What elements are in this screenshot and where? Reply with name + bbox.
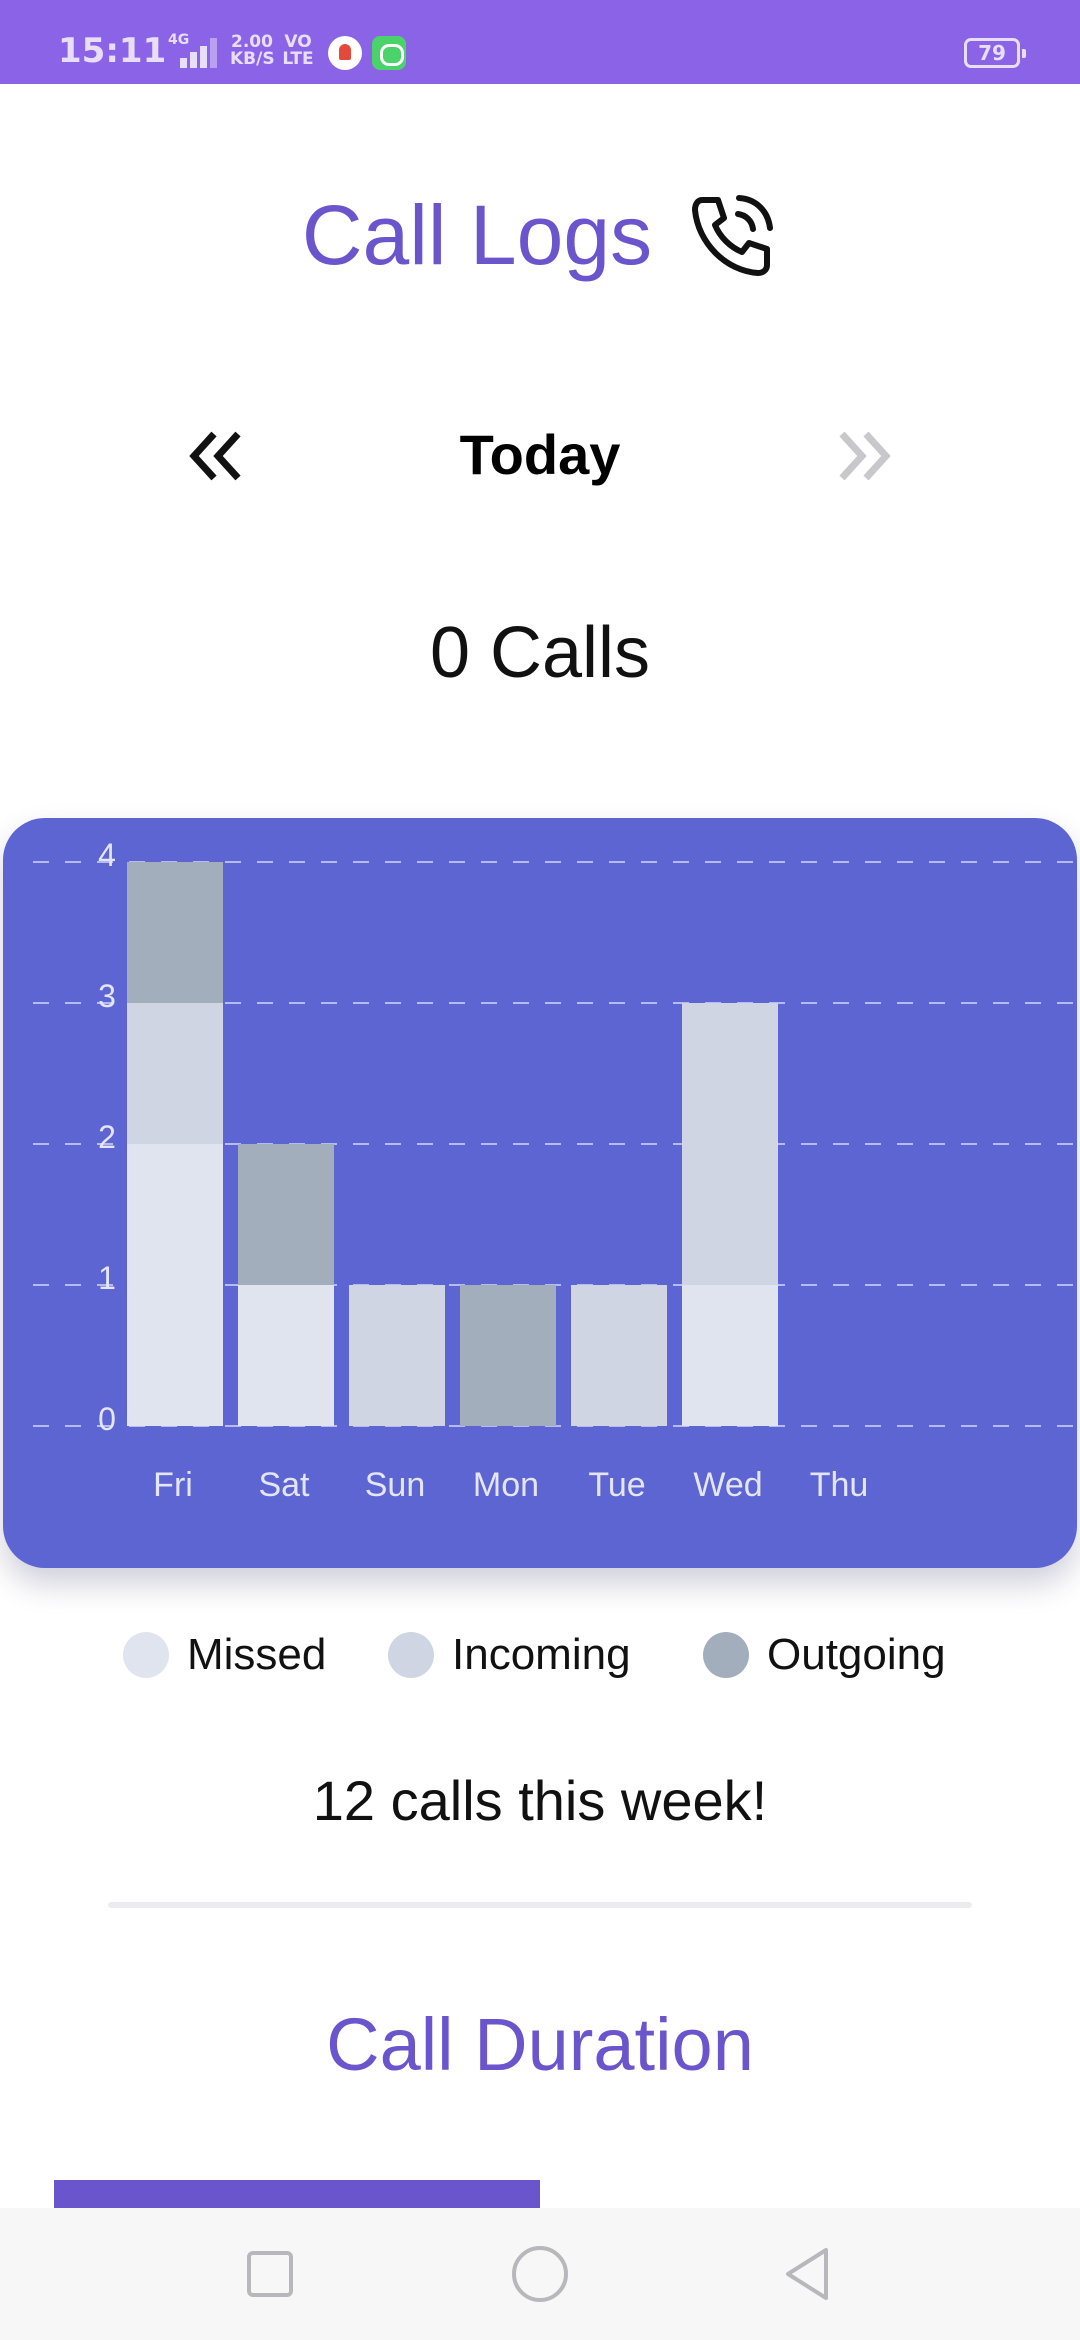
network-type: 4G: [168, 32, 190, 48]
volte-indicator: VO LTE: [280, 34, 316, 68]
x-tick-label: Thu: [810, 1466, 869, 1504]
bar-sat-outgoing: [238, 1144, 334, 1285]
bar-wed-incoming: [682, 1003, 778, 1285]
system-nav-bar: [0, 2208, 1080, 2340]
recents-button[interactable]: [220, 2224, 320, 2324]
maps-notification-icon: [328, 36, 362, 70]
previous-day-button[interactable]: [176, 418, 256, 494]
y-tick-label: 2: [98, 1119, 116, 1155]
bar-mon-outgoing: [460, 1285, 556, 1426]
volte-top: VO: [284, 32, 312, 52]
legend-label: Outgoing: [767, 1630, 946, 1679]
calls-count: 0 Calls: [429, 613, 651, 693]
x-tick-label: Wed: [693, 1466, 762, 1504]
status-bar: 15:11 4G 2.00 KB/S VO LTE 79: [0, 0, 1080, 84]
volte-bottom: LTE: [282, 49, 314, 69]
net-speed-value: 2.00: [231, 32, 273, 52]
legend-item-outgoing: Outgoing: [703, 1622, 946, 1688]
legend-dot-outgoing: [703, 1632, 749, 1678]
net-speed-unit: KB/S: [230, 49, 275, 69]
triangle-back-icon: [786, 2248, 828, 2300]
x-tick-label: Sat: [258, 1466, 310, 1504]
battery-icon: 79: [964, 38, 1026, 68]
signal-icon: 4G: [160, 32, 222, 68]
bar-tue-incoming: [571, 1285, 667, 1426]
y-tick-label: 0: [98, 1401, 116, 1437]
date-label: Today: [459, 423, 621, 486]
y-tick-label: 3: [98, 978, 116, 1014]
y-tick-label: 4: [98, 837, 116, 873]
double-chevron-right-icon: [839, 431, 891, 481]
header: Call Logs: [0, 180, 1080, 290]
x-tick-label: Tue: [588, 1466, 645, 1504]
next-day-button[interactable]: [824, 418, 904, 494]
call-duration-bar: [54, 2180, 540, 2210]
status-time: 15:11: [58, 31, 167, 71]
x-tick-label: Fri: [153, 1466, 193, 1504]
legend-label: Missed: [187, 1630, 327, 1679]
legend-item-missed: Missed: [123, 1622, 326, 1688]
bar-wed-missed: [682, 1285, 778, 1426]
call-duration-title: Call Duration: [326, 2003, 754, 2086]
net-speed: 2.00 KB/S: [230, 32, 275, 69]
bar-fri-incoming: [127, 1003, 223, 1144]
bar-fri-outgoing: [127, 862, 223, 1003]
back-button[interactable]: [758, 2224, 858, 2324]
page-title: Call Logs: [301, 188, 653, 282]
divider: [108, 1902, 972, 1908]
bar-sun-incoming: [349, 1285, 445, 1426]
chat-notification-icon: [372, 36, 406, 70]
phone-ringing-icon: [692, 195, 774, 276]
week-summary: 12 calls this week!: [312, 1769, 768, 1832]
bar-sat-missed: [238, 1285, 334, 1426]
date-navigator: Today: [0, 410, 1080, 500]
square-recents-icon: [247, 2251, 293, 2297]
legend-dot-incoming: [388, 1632, 434, 1678]
legend-item-incoming: Incoming: [388, 1622, 631, 1688]
circle-home-icon: [512, 2246, 568, 2302]
bar-fri-missed: [127, 1144, 223, 1426]
call-chart-card: Fri Sat Sun Mon Tue Wed Thu 0 1 2 3 4: [3, 818, 1077, 1568]
double-chevron-left-icon: [189, 431, 241, 481]
chart-legend: Missed Incoming Outgoing: [0, 1622, 1080, 1688]
x-tick-label: Mon: [473, 1466, 539, 1504]
y-tick-label: 1: [98, 1260, 116, 1296]
x-tick-label: Sun: [365, 1466, 426, 1504]
home-button[interactable]: [490, 2224, 590, 2324]
stacked-bar-chart: Fri Sat Sun Mon Tue Wed Thu 0 1 2 3 4: [33, 837, 1077, 1504]
legend-dot-missed: [123, 1632, 169, 1678]
legend-label: Incoming: [452, 1630, 631, 1679]
